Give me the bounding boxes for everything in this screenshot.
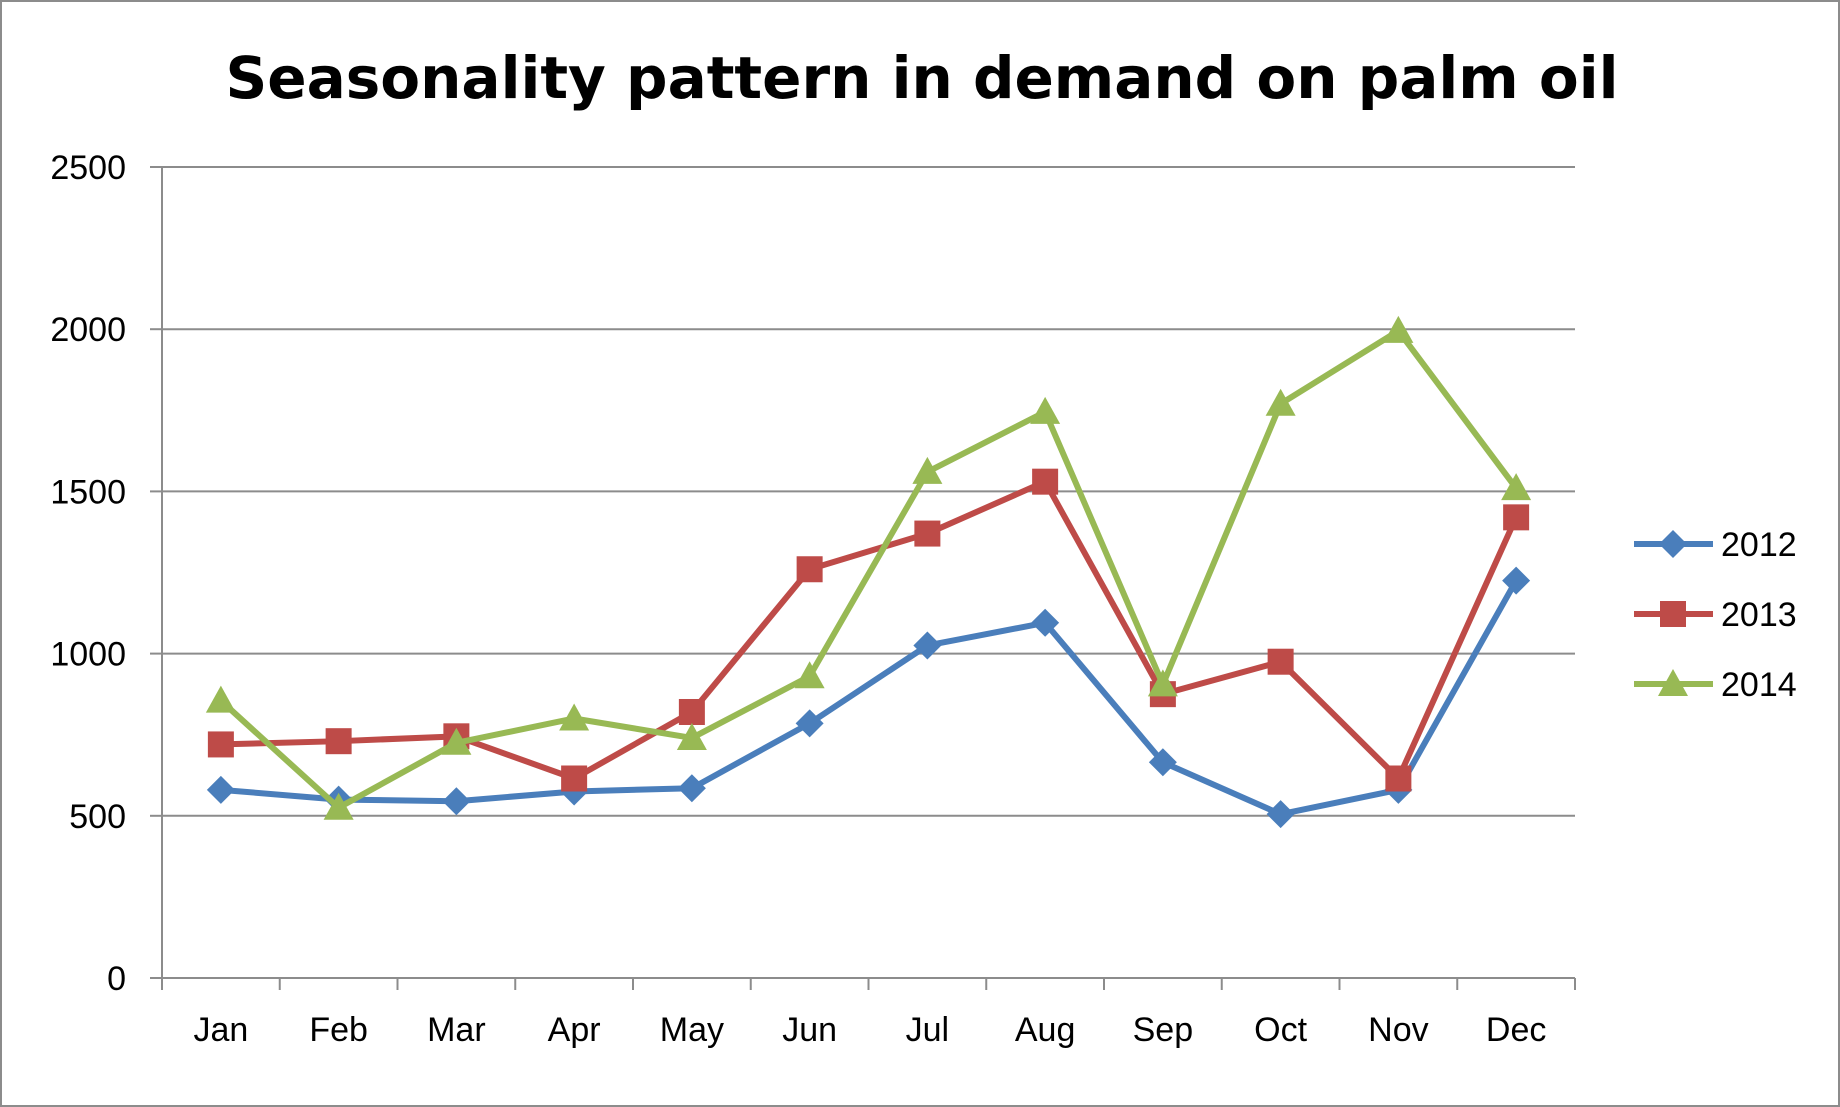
data-point-2013: [678, 698, 705, 725]
series-line-2013: [220, 478, 1519, 782]
x-tick-label: Sep: [1133, 1011, 1194, 1049]
data-point-2012: [677, 774, 706, 803]
x-tick-label: Dec: [1486, 1011, 1546, 1049]
x-tick-label: Jul: [906, 1011, 949, 1049]
y-tick-label: 1000: [50, 636, 126, 674]
data-point-2014: [1501, 473, 1532, 501]
data-point-2012: [795, 709, 824, 738]
x-tick-label: Feb: [309, 1011, 368, 1049]
data-point-2014: [559, 703, 590, 731]
legend: 2012 2013 2014: [1634, 526, 1797, 704]
data-point-2014: [323, 792, 354, 820]
data-point-2012: [1148, 748, 1177, 777]
data-point-2012: [1502, 566, 1531, 595]
y-tick-label: 1500: [50, 473, 126, 511]
data-point-2014: [1383, 315, 1414, 343]
legend-label: 2013: [1721, 596, 1797, 634]
data-point-2014: [1147, 669, 1178, 697]
x-tick-label: Nov: [1368, 1011, 1428, 1049]
series-2014: [205, 315, 1532, 820]
data-point-2013: [325, 728, 352, 755]
gridlines: [162, 166, 1575, 817]
y-tick-label: 2500: [50, 149, 126, 187]
data-point-2012: [206, 775, 235, 804]
data-point-2014: [676, 722, 707, 750]
chart-title: Seasonality pattern in demand on palm oi…: [226, 44, 1619, 112]
legend-label: 2014: [1721, 666, 1797, 704]
legend-item-2013: 2013: [1634, 596, 1797, 634]
data-point-2014: [912, 456, 943, 484]
data-point-2013: [561, 765, 588, 792]
data-point-2013: [1267, 648, 1294, 675]
legend-marker: [1659, 530, 1687, 558]
data-point-2014: [794, 661, 825, 689]
data-point-2012: [442, 787, 471, 816]
legend-item-2014: 2014: [1634, 666, 1797, 704]
y-tick-label: 0: [107, 960, 126, 998]
series-2012: [206, 566, 1531, 829]
data-point-2012: [1031, 608, 1060, 637]
data-point-2013: [1503, 504, 1530, 531]
x-axis-ticks: Jan Feb Mar Apr May Jun Jul Aug Sep Oct Nov Dec: [161, 978, 1576, 1049]
x-tick-label: Apr: [548, 1011, 601, 1049]
series-layer: [205, 315, 1532, 829]
legend-marker: [1660, 601, 1686, 627]
y-tick-label: 500: [69, 798, 126, 836]
data-point-2013: [796, 556, 823, 583]
data-point-2013: [1032, 468, 1059, 495]
y-axis-ticks: 0 500 1000 1500 2000 2500: [50, 149, 162, 998]
data-point-2012: [913, 631, 942, 660]
x-tick-label: Jan: [193, 1011, 248, 1049]
data-point-2012: [1266, 800, 1295, 829]
x-tick-label: Aug: [1015, 1011, 1076, 1049]
data-point-2014: [1265, 388, 1296, 416]
x-tick-label: Jun: [782, 1011, 837, 1049]
legend-item-2012: 2012: [1634, 526, 1797, 564]
data-point-2014: [205, 685, 236, 713]
data-point-2013: [914, 520, 941, 547]
x-tick-label: May: [660, 1011, 724, 1049]
data-point-2013: [207, 731, 234, 758]
legend-label: 2012: [1721, 526, 1797, 564]
series-line-2014: [218, 327, 1519, 811]
data-point-2014: [441, 727, 472, 755]
data-point-2014: [1030, 396, 1061, 424]
series-2013: [207, 468, 1530, 792]
y-tick-label: 2000: [50, 311, 126, 349]
legend-marker: [1658, 669, 1688, 696]
x-tick-label: Oct: [1254, 1011, 1307, 1049]
series-line-2012: [220, 579, 1519, 818]
x-tick-label: Mar: [427, 1011, 486, 1049]
data-point-2013: [1385, 765, 1412, 792]
